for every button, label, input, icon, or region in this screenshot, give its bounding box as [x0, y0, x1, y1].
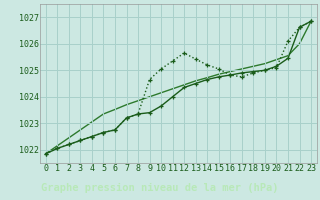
Text: Graphe pression niveau de la mer (hPa): Graphe pression niveau de la mer (hPa): [41, 183, 279, 193]
